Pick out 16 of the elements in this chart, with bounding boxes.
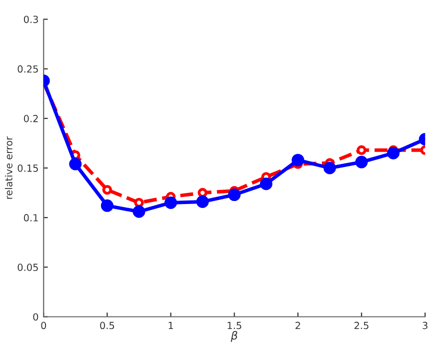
x-tick-label: 0.5: [100, 322, 114, 330]
y-tick-label: 0.1: [24, 214, 38, 222]
x-tick-label: 2.5: [354, 322, 368, 330]
y-tick-label: 0.3: [24, 16, 38, 24]
x-tick-label: 2: [296, 322, 300, 329]
y-tick-label: 0.2: [24, 114, 38, 122]
y-tick-label: 0.05: [18, 264, 38, 271]
x-tick-label: 1: [168, 322, 173, 329]
y-axis-title: relative error: [4, 136, 12, 199]
y-tick-label: 0: [33, 313, 38, 321]
x-tick-label: 1.5: [228, 322, 242, 330]
x-tick-label: 0: [41, 322, 46, 330]
y-tick-label: 0.25: [18, 65, 38, 73]
y-tick-label: 0.15: [18, 164, 38, 172]
x-tick-label: 3: [422, 322, 428, 330]
x-axis-title: β: [230, 331, 238, 342]
